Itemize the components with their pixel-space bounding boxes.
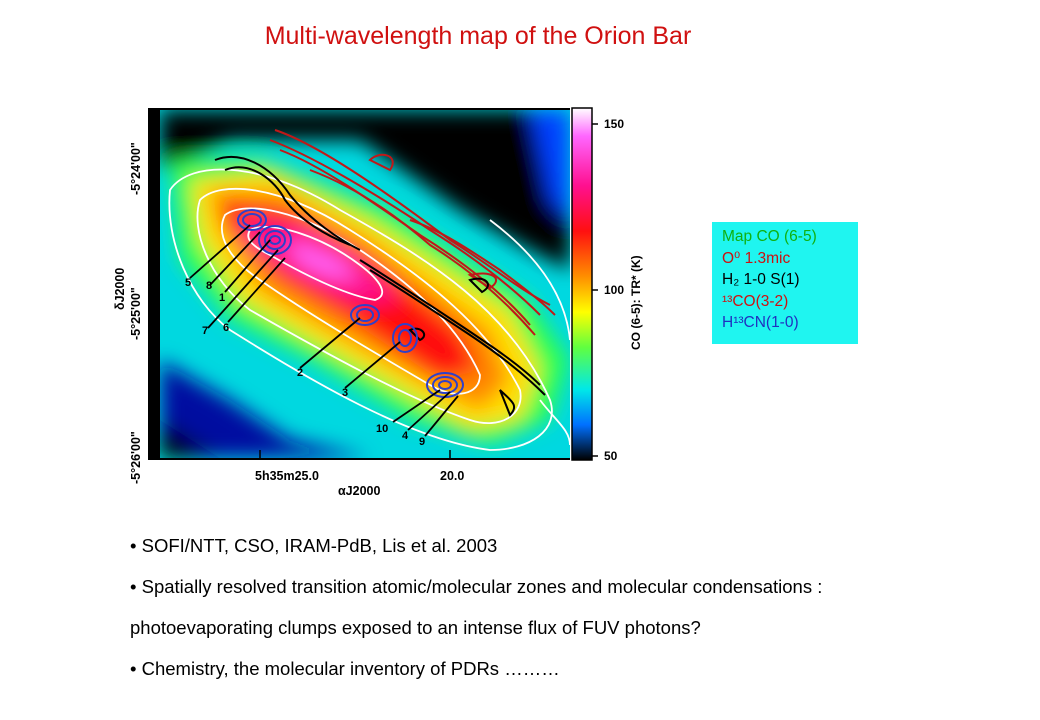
bullet-item: photoevaporating clumps exposed to an in… [130, 617, 701, 638]
contour-legend: Map CO (6-5) O⁰ 1.3mic H₂ 1-0 S(1) ¹³CO(… [712, 222, 858, 344]
colorbar-tick-label: 150 [604, 117, 624, 131]
condensation-label: 4 [402, 430, 409, 442]
condensation-label: 10 [376, 423, 388, 435]
condensation-pointers [189, 224, 459, 437]
condensation-label: 5 [185, 277, 191, 289]
condensation-label: 7 [202, 325, 208, 337]
bullet-item: • SOFI/NTT, CSO, IRAM-PdB, Lis et al. 20… [130, 535, 498, 556]
colorbar-tick-label: 100 [604, 283, 624, 297]
dec-tick-label: -5°25'00" [129, 287, 143, 340]
condensation-label: 6 [223, 322, 229, 334]
bullet-item: • Spatially resolved transition atomic/m… [130, 576, 823, 597]
bullet-list: • SOFI/NTT, CSO, IRAM-PdB, Lis et al. 20… [130, 532, 822, 696]
condensation-labels: 5 8 1 7 6 2 3 10 4 9 [185, 277, 425, 448]
ra-tick-label: 5h35m25.0 [255, 469, 319, 483]
o-contours [269, 129, 556, 336]
colorbar-tick-label: 50 [604, 449, 618, 463]
legend-item-o: O⁰ 1.3mic [722, 249, 791, 267]
condensation-label: 8 [206, 280, 212, 292]
dec-tick-label: -5°24'00" [129, 142, 143, 195]
ra-tick-label: 20.0 [440, 469, 464, 483]
dec-axis-label: δJ2000 [113, 268, 127, 310]
colorbar [571, 107, 593, 461]
legend-item-h13cn: H¹³CN(1-0) [722, 314, 799, 331]
condensation-label: 1 [219, 292, 225, 304]
condensation-label: 3 [342, 387, 348, 399]
ra-axis-label: αJ2000 [338, 484, 380, 498]
condensation-label: 2 [297, 367, 303, 379]
colorbar-label: CO (6-5): TR* (K) [629, 255, 643, 350]
legend-item-h2: H₂ 1-0 S(1) [722, 271, 800, 288]
h13cn-condensations [237, 209, 464, 398]
co-contours [168, 168, 570, 451]
dec-tick-label: -5°26'00" [129, 431, 143, 484]
co-map-image [160, 110, 570, 458]
condensation-label: 9 [419, 436, 425, 448]
bullet-item: • Chemistry, the molecular inventory of … [130, 658, 560, 679]
legend-item-co: Map CO (6-5) [722, 228, 817, 245]
orion-bar-map-figure: 5 8 1 7 6 2 3 10 4 9 -5°24'00" -5°25'00"… [113, 107, 643, 498]
legend-item-13co: ¹³CO(3-2) [722, 292, 789, 310]
axis-ticks [148, 155, 451, 460]
slide-title: Multi-wavelength map of the Orion Bar [264, 22, 692, 50]
